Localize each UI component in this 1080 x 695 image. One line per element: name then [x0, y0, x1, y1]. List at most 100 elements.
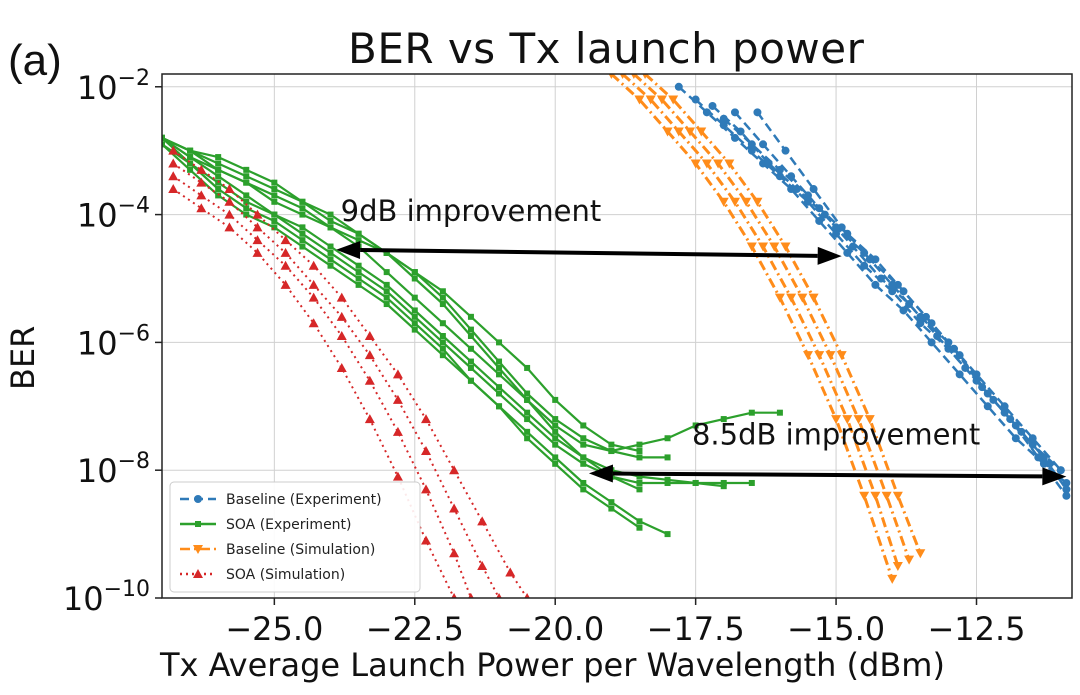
- baseline-exp-point: [803, 191, 812, 200]
- soa-exp-point: [439, 333, 446, 339]
- soa-exp-point: [271, 211, 278, 218]
- soa-exp-point: [580, 454, 587, 461]
- baseline-exp-point: [978, 383, 987, 392]
- soa-exp-point: [215, 160, 222, 167]
- soa-exp-point: [439, 301, 446, 308]
- baseline-exp-point: [803, 197, 812, 206]
- soa-sim-point: [421, 535, 432, 545]
- y-tick-label: 10−10: [63, 577, 150, 618]
- soa-exp-point: [524, 364, 531, 371]
- baseline-exp-point: [747, 146, 756, 155]
- series-baseline_exp-13: [719, 114, 1065, 475]
- y-tick-label: 10−2: [77, 66, 150, 107]
- baseline-exp-point: [832, 229, 841, 238]
- baseline-exp-point: [1062, 491, 1071, 500]
- baseline-exp-point: [955, 370, 964, 379]
- soa-sim-point: [392, 369, 403, 379]
- baseline-exp-point: [719, 121, 728, 130]
- soa-exp-point: [411, 326, 418, 333]
- soa-exp-point: [271, 179, 278, 186]
- soa-exp-point: [411, 275, 418, 282]
- soa-exp-point: [467, 358, 474, 365]
- soa-exp-point: [327, 262, 334, 269]
- baseline-exp-point: [916, 319, 925, 328]
- series-line: [632, 74, 911, 561]
- axes: −25.0 −22.5 −20.0 −17.5 −15.0 −12.5 10−2 10−4 10…: [63, 66, 1073, 648]
- soa-exp-point: [383, 269, 390, 276]
- soa-exp-point: [580, 441, 587, 448]
- soa-sim-point: [168, 184, 179, 194]
- soa-sim-point: [524, 593, 530, 598]
- series-line: [756, 111, 1068, 497]
- soa-exp-point: [327, 256, 334, 263]
- soa-exp-point: [327, 243, 334, 250]
- baseline-exp-point: [832, 223, 841, 232]
- baseline-sim-point: [870, 491, 881, 501]
- annotation-arrow-head-left: [588, 464, 613, 483]
- soa-exp-point: [439, 339, 446, 346]
- soa-exp-point: [580, 460, 587, 467]
- baseline-exp-point: [983, 402, 992, 411]
- series-soa_exp-3: [162, 141, 755, 486]
- soa-sim-point: [308, 318, 319, 328]
- baseline-sim-point: [642, 74, 648, 79]
- soa-exp-point: [524, 435, 531, 442]
- soa-exp-point: [383, 301, 390, 308]
- soa-exp-point: [243, 166, 250, 173]
- legend-entry-soa_sim: SOA (Simulation): [180, 567, 345, 583]
- soa-exp-point: [439, 345, 446, 352]
- baseline-exp-point: [730, 133, 739, 142]
- baseline-exp-point: [1034, 453, 1043, 462]
- soa-exp-point: [299, 211, 306, 218]
- soa-exp-point: [327, 224, 334, 231]
- soa-sim-point: [224, 184, 235, 194]
- x-tick-label: −25.0: [225, 610, 323, 648]
- series-line: [172, 175, 472, 598]
- soa-exp-point: [439, 288, 446, 295]
- soa-exp-point: [243, 198, 250, 205]
- soa-exp-point: [608, 448, 615, 455]
- legend-box: [169, 481, 421, 593]
- soa-sim-point: [421, 414, 432, 424]
- soa-sim-point: [421, 446, 432, 456]
- soa-exp-point: [748, 409, 755, 416]
- soa-exp-point: [608, 441, 615, 448]
- panel-label: (a): [8, 36, 62, 85]
- soa-sim-point: [196, 177, 207, 187]
- soa-exp-point: [496, 339, 503, 346]
- soa-sim-point: [364, 414, 375, 424]
- annotation-1: 8.5dB improvement: [588, 418, 1067, 486]
- baseline-exp-point: [674, 82, 683, 91]
- annotations: 9dB improvement 8.5dB improvement: [336, 194, 1067, 486]
- soa-exp-point: [692, 422, 699, 429]
- soa-exp-point: [215, 186, 222, 193]
- baseline-sim-point: [741, 197, 752, 207]
- series-soa_sim-18: [168, 184, 457, 598]
- baseline-sim-point: [713, 159, 724, 169]
- soa-exp-point: [327, 217, 334, 224]
- baseline-sim-point: [752, 197, 763, 207]
- baseline-sim-point: [701, 159, 712, 169]
- baseline-sim-point: [769, 242, 780, 252]
- baseline-sim-point: [892, 491, 903, 501]
- legend-label: Baseline (Experiment): [226, 492, 382, 508]
- soa-exp-point: [271, 198, 278, 205]
- soa-exp-point: [243, 173, 250, 180]
- baseline-sim-point: [656, 95, 667, 105]
- soa-sim-point: [224, 196, 235, 206]
- baseline-exp-point: [860, 261, 869, 270]
- soa-exp-point: [636, 486, 643, 493]
- baseline-sim-point: [634, 95, 645, 105]
- baseline-sim-point: [859, 491, 870, 501]
- soa-exp-point: [496, 384, 503, 391]
- baseline-exp-point: [730, 108, 739, 117]
- soa-exp-point: [411, 269, 418, 276]
- soa-sim-point: [364, 331, 375, 340]
- soa-exp-point: [580, 422, 587, 429]
- y-tick-label: 10−6: [77, 321, 150, 362]
- x-tick-label: −17.5: [647, 610, 745, 648]
- baseline-sim-point: [696, 127, 707, 137]
- baseline-exp-point: [893, 280, 902, 289]
- soa-exp-point: [467, 313, 474, 320]
- soa-exp-point: [552, 428, 559, 435]
